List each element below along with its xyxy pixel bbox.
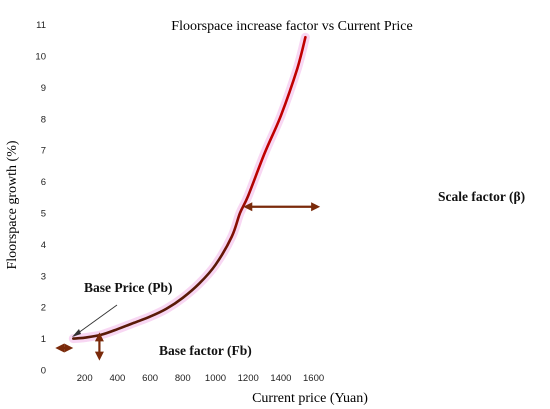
y-tick-label: 5 [41,209,46,220]
base-price-pointer-head [72,329,81,337]
base-price-label: Base Price (Pb) [84,280,172,295]
x-tick-label: 400 [109,373,125,384]
y-ticks: 0 1 2 3 4 5 6 7 8 9 10 11 [35,20,46,376]
series-group [72,35,307,340]
y-tick-label: 8 [41,114,46,125]
chart-title: Floorspace increase factor vs Current Pr… [171,19,412,34]
annotations: Base Price (Pb) Base factor (Fb) Scale f… [55,189,525,361]
x-tick-label: 800 [175,373,191,384]
base-price-pointer-arrow [73,304,118,337]
scale-factor-arrow-head-right [311,202,321,212]
y-tick-label: 2 [41,303,46,314]
x-axis-label: Current price (Yuan) [252,391,368,406]
y-tick-label: 1 [41,334,46,345]
base-factor-arrow-head-top [94,332,104,342]
x-tick-label: 1600 [303,373,324,384]
y-axis-label: Floorspace growth (%) [5,140,20,269]
series-line [72,35,307,340]
x-tick-label: 1400 [270,373,291,384]
base-price-arrow-head-right [64,343,74,353]
x-tick-label: 1200 [238,373,259,384]
base-factor-arrow-head-bottom [94,351,104,361]
y-tick-label: 7 [41,146,46,157]
base-factor-label: Base factor (Fb) [159,343,252,358]
base-price-arrow-head-left [55,343,65,353]
y-tick-label: 4 [41,240,46,251]
scale-factor-label: Scale factor (β) [438,189,525,204]
y-tick-label: 3 [41,271,46,282]
x-ticks: 200 400 600 800 1000 1200 1400 1600 [77,373,324,384]
x-tick-label: 200 [77,373,93,384]
y-tick-label: 10 [35,52,46,63]
x-tick-label: 1000 [205,373,226,384]
y-tick-label: 9 [41,83,46,94]
scale-factor-arrow-head-left [243,202,253,212]
y-tick-label: 11 [36,20,46,31]
x-tick-label: 600 [142,373,158,384]
y-tick-label: 6 [41,177,46,188]
y-tick-label: 0 [41,366,46,377]
